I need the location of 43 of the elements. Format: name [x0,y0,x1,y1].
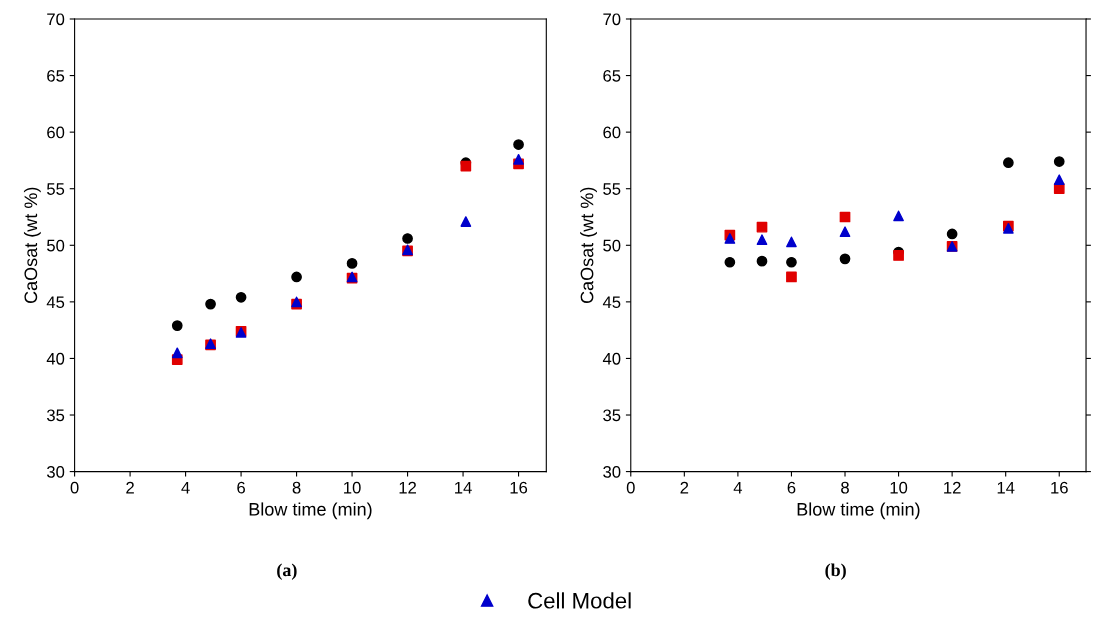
x-tick-label: 6 [787,481,796,494]
y-axis-title: CaOsat (wt %) [580,187,597,304]
y-tick-label: 30 [46,465,65,478]
x-tick-label: 4 [733,481,743,494]
x-axis-title: Blow time (min) [797,502,920,520]
x-tick-label: 6 [237,481,245,494]
x-tick-label: 4 [181,481,190,494]
x-tick-label: 10 [890,481,908,494]
x-tick-label: 0 [626,481,635,494]
x-tick-label: 16 [1051,481,1068,494]
x-tick-label: 12 [944,481,961,494]
y-tick-label: 50 [47,239,65,252]
x-tick-label: 8 [292,481,301,494]
y-tick-label: 50 [603,239,621,252]
y-tick-label: 40 [46,352,65,365]
y-tick-label: 70 [47,13,65,26]
y-tick-label: 55 [603,183,621,195]
y-tick-label: 70 [603,13,621,26]
y-tick-label: 35 [603,409,621,422]
x-tick-label: 12 [399,481,416,494]
y-tick-label: 35 [46,409,65,422]
x-tick-label: 2 [126,481,134,494]
y-tick-label: 65 [47,69,65,82]
y-tick-label: 45 [46,296,65,309]
text: (b) [825,563,846,580]
x-tick-label: 10 [344,481,361,494]
y-tick-label: 45 [602,296,621,309]
x-tick-label: 14 [997,481,1015,494]
y-tick-label: 55 [47,183,65,195]
y-tick-label: 60 [47,126,65,139]
x-axis-title: Blow time (min) [249,502,372,520]
legend-label: Cell Model [528,592,631,609]
y-axis-title: CaOsat (wt %) [23,187,41,304]
x-tick-label: 8 [841,481,849,494]
x-tick-label: 2 [680,481,689,494]
x-tick-label: 16 [510,481,528,494]
y-tick-label: 40 [602,352,621,365]
y-tick-label: 65 [603,69,621,82]
x-tick-label: 0 [70,481,79,494]
y-tick-label: 60 [603,126,621,139]
text: (a) [277,563,297,580]
y-tick-label: 30 [603,465,621,478]
x-tick-label: 14 [455,481,472,494]
